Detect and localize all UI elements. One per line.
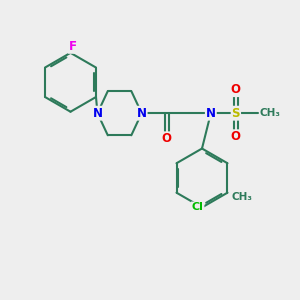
Text: O: O (231, 83, 241, 96)
Text: Cl: Cl (192, 202, 203, 212)
Text: N: N (206, 107, 216, 120)
Text: CH₃: CH₃ (232, 192, 253, 202)
Text: F: F (69, 40, 76, 53)
Text: N: N (136, 107, 147, 120)
Text: O: O (162, 132, 172, 145)
Text: N: N (92, 107, 103, 120)
Text: CH₃: CH₃ (260, 108, 280, 118)
Text: S: S (232, 107, 240, 120)
Text: O: O (231, 130, 241, 143)
